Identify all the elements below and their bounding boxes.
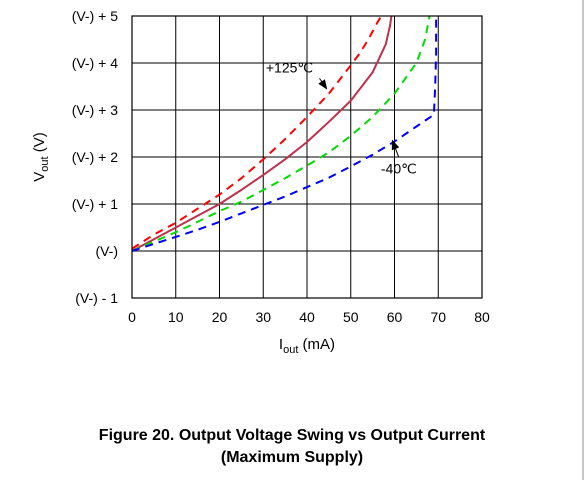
series-line-4 (131, 16, 438, 252)
y-axis-title-main: V (31, 172, 48, 182)
grid (132, 16, 482, 298)
annotations: +125℃ -40℃ (266, 59, 417, 176)
annotation-label-2: -40℃ (381, 160, 417, 176)
series-line-2 (131, 15, 393, 252)
y-tick-label: (V-) + 5 (72, 8, 119, 24)
figure-caption: Figure 20. Output Voltage Swing vs Outpu… (98, 427, 486, 444)
x-tick-label: 50 (343, 309, 359, 325)
y-axis-title-sub: out (39, 156, 51, 171)
figure-caption-subtitle: (Maximum Supply) (220, 449, 364, 466)
x-tick-label: 0 (128, 309, 136, 325)
y-tick-label: (V-) (95, 243, 118, 259)
series-line-3 (131, 15, 431, 252)
annotation-arrow-1 (318, 78, 328, 90)
series-lines (131, 15, 438, 252)
x-tick-label: 40 (299, 309, 315, 325)
annotation-label-1: +125℃ (266, 59, 313, 75)
page-edge (582, 0, 584, 480)
tick-labels: 0 10 20 30 40 50 60 70 80 (V-) + 5 (V-) + 4 (V-) + … (72, 8, 490, 325)
plot-frame (131, 15, 483, 299)
series-line-1 (131, 15, 383, 250)
annotation-arrow-2 (391, 139, 400, 158)
y-axis-title: Vout (V) (31, 132, 51, 181)
y-axis-title-unit: (V) (31, 132, 48, 156)
x-axis-title-main: I (279, 336, 283, 353)
x-tick-label: 20 (212, 309, 228, 325)
x-axis-title-sub: out (283, 344, 298, 356)
x-tick-label: 60 (387, 309, 403, 325)
x-axis-title: Iout (mA) (279, 336, 335, 356)
x-tick-label: 70 (430, 309, 446, 325)
y-tick-label: (V-) - 1 (75, 290, 118, 306)
y-tick-label: (V-) + 3 (72, 102, 119, 118)
x-tick-label: 10 (168, 309, 184, 325)
x-axis-title-unit: (mA) (298, 336, 335, 353)
y-tick-label: (V-) + 2 (72, 149, 119, 165)
y-tick-label: (V-) + 4 (72, 55, 119, 71)
y-tick-label: (V-) + 1 (72, 196, 119, 212)
x-tick-label: 30 (255, 309, 271, 325)
x-tick-label: 80 (474, 309, 490, 325)
